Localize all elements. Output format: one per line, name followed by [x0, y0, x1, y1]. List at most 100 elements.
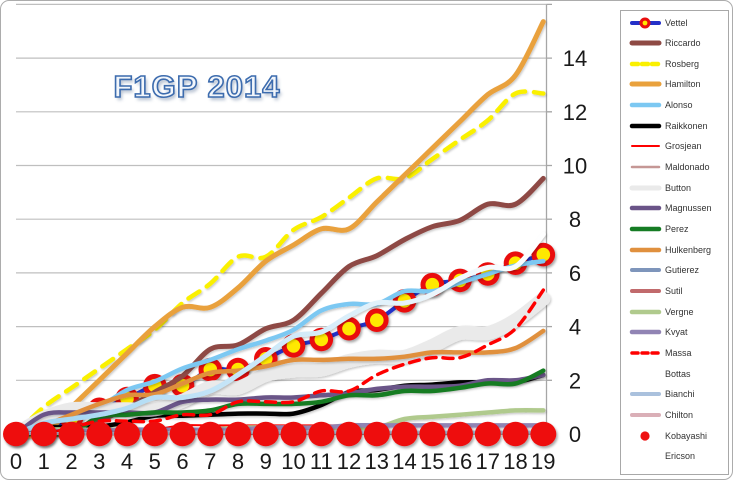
x-tick-label: 9: [260, 449, 272, 474]
legend-item-grosjean[interactable]: Grosjean: [621, 136, 728, 156]
legend-swatch-vergne-icon: [629, 309, 662, 314]
y-tick-label: 6: [569, 261, 581, 286]
chart-legend: Vettel Riccardo Rosberg Hamilton Alonso Raikk…: [620, 10, 729, 475]
legend-item-kvyat[interactable]: Kvyat: [621, 322, 728, 342]
x-tick-label: 4: [121, 449, 133, 474]
legend-item-raikkonen[interactable]: Raikkonen: [621, 116, 728, 136]
legend-swatch-massa-icon: [630, 351, 661, 355]
legend-item-bottas[interactable]: Bottas: [621, 364, 728, 384]
legend-label: Bottas: [665, 368, 691, 379]
legend-label: Button: [665, 182, 692, 193]
series-hulkenberg: [13, 328, 546, 437]
legend-swatch-kobayashi-icon: [640, 430, 650, 441]
x-tick-label: 1: [38, 449, 50, 474]
x-tick-label: 17: [476, 449, 500, 474]
x-tick-label: 18: [503, 449, 527, 474]
series-hamilton: [13, 19, 546, 439]
legend-label: Sutil: [665, 285, 683, 296]
legend-item-magnussen[interactable]: Magnussen: [621, 198, 728, 218]
legend-swatch-chilton-icon: [630, 412, 661, 417]
legend-swatch-raikkonen-icon: [629, 123, 662, 128]
legend-item-vettel[interactable]: Vettel: [621, 13, 728, 33]
legend-label: Kobayashi: [665, 430, 708, 441]
legend-label: Ericson: [665, 451, 696, 462]
x-tick-label: 6: [176, 449, 188, 474]
series-button: [9, 291, 551, 441]
x-tick-label: 14: [392, 449, 416, 474]
legend-item-chilton[interactable]: Chilton: [621, 405, 728, 425]
legend-swatch-bottas-icon: [629, 371, 662, 377]
legend-label: Vergne: [665, 306, 694, 317]
legend-swatch-rosberg-icon: [629, 61, 662, 67]
gridlines: [16, 3, 547, 381]
legend-item-ericson[interactable]: Ericson: [621, 446, 728, 466]
legend-item-sutil[interactable]: Sutil: [621, 281, 728, 301]
legend-item-bianchi[interactable]: Bianchi: [621, 384, 728, 404]
legend-swatch-magnussen-icon: [629, 206, 662, 211]
legend-label: Raikkonen: [665, 120, 708, 131]
x-tick-label: 11: [310, 449, 333, 474]
x-tick-label: 0: [10, 449, 22, 474]
legend-swatch-bianchi-icon: [630, 392, 661, 397]
x-tick-label: 2: [65, 449, 77, 474]
legend-swatch-alonso-icon: [629, 102, 662, 108]
legend-swatch-kvyat-icon: [629, 330, 662, 335]
legend-label: Gutierez: [665, 265, 700, 276]
legend-label: Chilton: [665, 409, 694, 420]
x-tick-label: 13: [365, 449, 389, 474]
legend-swatch-grosjean-icon: [631, 145, 660, 148]
x-tick-label: 8: [232, 449, 244, 474]
legend-label: Rosberg: [665, 58, 700, 69]
x-axis-labels: 0 1 2 3 4 5 6 7 8 9 10 11 12 13 14 15 16 17 18 19: [10, 449, 556, 474]
x-tick-label: 12: [337, 449, 361, 474]
legend-item-massa[interactable]: Massa: [621, 343, 728, 363]
y-axis-labels: 0 2 4 6 8 10 12 14: [563, 46, 587, 447]
legend-label: Massa: [665, 347, 692, 358]
x-tick-label: 5: [149, 449, 161, 474]
y-axis: [545, 3, 552, 435]
legend-swatch-gutierez-icon: [630, 268, 661, 273]
legend-item-kobayashi[interactable]: Kobayashi: [621, 426, 728, 446]
series-massa: [14, 288, 546, 437]
y-tick-label: 10: [563, 154, 587, 179]
legend-label: Hamilton: [665, 79, 701, 90]
legend-swatch-perez-icon: [629, 226, 662, 232]
legend-item-gutierez[interactable]: Gutierez: [621, 260, 728, 280]
legend-swatch-hamilton-icon: [629, 81, 662, 87]
legend-label: Hulkenberg: [665, 244, 712, 255]
x-tick-label: 19: [531, 449, 555, 474]
legend-label: Maldonado: [665, 162, 710, 173]
legend-swatch-hulkenberg-icon: [629, 247, 662, 252]
legend-label: Grosjean: [665, 141, 702, 152]
legend-swatch-maldonado-icon: [630, 165, 661, 169]
y-tick-label: 4: [569, 315, 581, 340]
y-tick-label: 8: [569, 207, 581, 232]
y-tick-label: 12: [563, 100, 587, 125]
legend-item-rosberg[interactable]: Rosberg: [621, 54, 728, 74]
legend-label: Kvyat: [665, 327, 688, 338]
legend-item-button[interactable]: Button: [621, 178, 728, 198]
legend-swatch-riccardo-icon: [629, 40, 662, 46]
x-tick-label: 7: [204, 449, 216, 474]
x-tick-label: 16: [448, 449, 472, 474]
legend-label: Magnussen: [665, 203, 712, 214]
legend-swatch-vettel-icon: [630, 17, 661, 28]
series-rosberg: [13, 89, 546, 437]
legend-item-alonso[interactable]: Alonso: [621, 95, 728, 115]
legend-label: Riccardo: [665, 38, 701, 49]
legend-label: Alonso: [665, 100, 693, 111]
legend-swatch-button-icon: [629, 185, 662, 191]
legend-item-vergne[interactable]: Vergne: [621, 302, 728, 322]
legend-label: Perez: [665, 224, 689, 234]
legend-item-riccardo[interactable]: Riccardo: [621, 33, 728, 53]
legend-item-perez[interactable]: Perez: [621, 219, 728, 239]
legend-item-maldonado[interactable]: Maldonado: [621, 157, 728, 177]
legend-item-hamilton[interactable]: Hamilton: [621, 74, 728, 94]
x-tick-label: 10: [281, 449, 305, 474]
y-tick-label: 2: [569, 368, 581, 393]
legend-swatch-sutil-icon: [630, 288, 661, 293]
legend-label: Bianchi: [665, 389, 695, 400]
legend-swatch-ericson-icon: [630, 454, 661, 459]
legend-item-hulkenberg[interactable]: Hulkenberg: [621, 240, 728, 260]
